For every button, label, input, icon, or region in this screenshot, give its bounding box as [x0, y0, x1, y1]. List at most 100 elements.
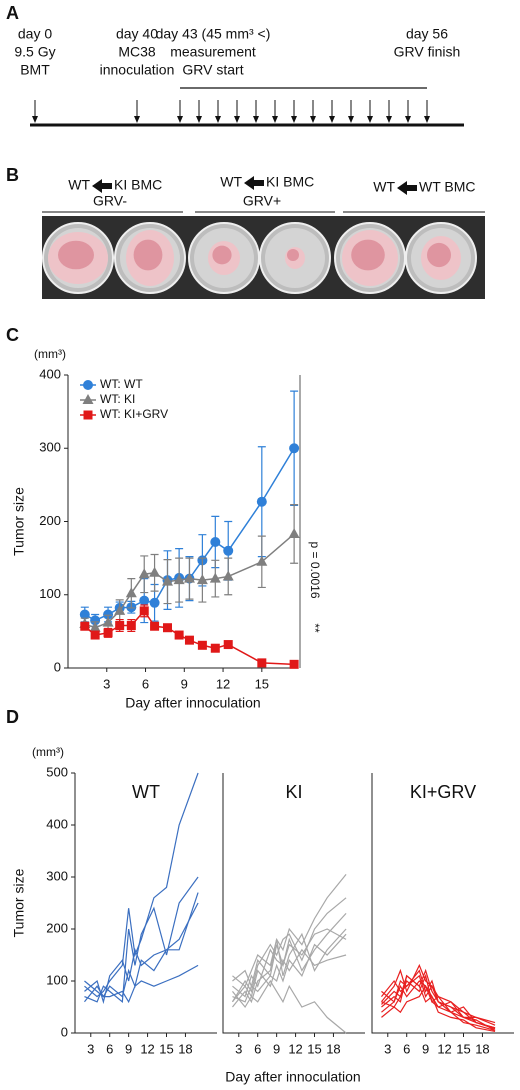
- timeline-label: BMT: [20, 62, 50, 78]
- arrow-head: [196, 116, 202, 123]
- marker: [114, 604, 126, 615]
- marker: [210, 537, 221, 548]
- marker: [256, 555, 268, 566]
- marker: [149, 566, 161, 577]
- x-tick-label: 3: [87, 1041, 94, 1056]
- marker: [115, 621, 125, 631]
- significance-stars: **: [308, 623, 322, 633]
- marker: [196, 574, 208, 585]
- arrow-head: [291, 116, 297, 123]
- y-tick-label: 100: [46, 972, 68, 987]
- tumor-core: [58, 240, 94, 270]
- marker: [83, 410, 93, 420]
- arrow-head: [386, 116, 392, 123]
- series-line: [381, 980, 496, 1029]
- axis: [371, 773, 514, 1034]
- series-line: [84, 964, 199, 1004]
- series-line: [84, 876, 199, 1003]
- x-axis-label: Day after innoculation: [125, 695, 260, 711]
- axis: [222, 773, 365, 1034]
- y-tick-label: 0: [54, 659, 61, 674]
- tumor-core: [427, 242, 451, 268]
- series-line: [381, 963, 496, 1026]
- y-axis-label: Tumor size: [11, 487, 27, 556]
- marker: [82, 394, 94, 404]
- x-tick-label: 6: [254, 1041, 261, 1056]
- x-tick-label: 3: [384, 1041, 391, 1056]
- marker: [90, 630, 100, 640]
- arrow-head: [310, 116, 316, 123]
- series-line: [232, 928, 347, 1008]
- timeline-label: day 43 (45 mm³ <): [156, 26, 271, 42]
- marker: [103, 628, 113, 638]
- x-tick-label: 15: [307, 1041, 321, 1056]
- left-arrow: [244, 176, 264, 190]
- series-line: [232, 912, 347, 989]
- y-tick-label: 400: [39, 366, 61, 381]
- chart-title: KI+GRV: [410, 782, 476, 802]
- series-line: [381, 973, 496, 1030]
- timeline-label: day 0: [18, 26, 52, 42]
- marker: [197, 640, 207, 650]
- annotation: p = 0.0016: [308, 541, 322, 598]
- marker: [138, 568, 150, 579]
- marker: [174, 630, 184, 640]
- marker: [210, 643, 220, 653]
- x-tick-label: 3: [235, 1041, 242, 1056]
- marker: [256, 496, 267, 507]
- series-line: [232, 979, 347, 1034]
- marker: [173, 574, 185, 585]
- tumor-core: [351, 239, 385, 271]
- x-tick-label: 3: [103, 676, 110, 691]
- axis: [74, 773, 217, 1034]
- chart-title: KI: [285, 782, 302, 802]
- marker: [90, 615, 101, 626]
- series-line: [232, 948, 347, 1003]
- x-tick-label: 18: [178, 1041, 192, 1056]
- marker: [162, 623, 172, 633]
- arrow-head: [424, 116, 430, 123]
- legend-label: WT: KI: [100, 392, 135, 406]
- arrow-head: [215, 116, 221, 123]
- tumor-core: [212, 245, 232, 265]
- arrow-head: [405, 116, 411, 123]
- marker: [150, 621, 160, 631]
- y-tick-label: 500: [46, 764, 68, 779]
- x-tick-label: 9: [181, 676, 188, 691]
- marker: [289, 443, 300, 454]
- marker: [89, 621, 101, 632]
- y-tick-label: 400: [46, 816, 68, 831]
- group-right: KI BMC: [266, 174, 314, 190]
- marker: [209, 572, 221, 583]
- x-tick-label: 9: [273, 1041, 280, 1056]
- series-line: [381, 968, 496, 1029]
- x-tick-label: 18: [326, 1041, 340, 1056]
- arrow-head: [253, 116, 259, 123]
- left-arrow: [92, 179, 112, 193]
- x-tick-label: 15: [159, 1041, 173, 1056]
- marker: [222, 570, 234, 581]
- panel-label: C: [6, 325, 19, 345]
- group-right: WT BMC: [419, 179, 476, 195]
- series-line: [381, 974, 496, 1031]
- marker: [257, 658, 267, 668]
- timeline-label: MC38: [118, 44, 156, 60]
- panel-label: D: [6, 707, 19, 727]
- x-tick-label: 6: [106, 1041, 113, 1056]
- x-tick-label: 9: [422, 1041, 429, 1056]
- x-tick-label: 12: [437, 1041, 451, 1056]
- tumor-core: [287, 248, 299, 262]
- group-condition: GRV+: [243, 193, 281, 209]
- x-tick-label: 12: [216, 676, 230, 691]
- group-left: WT: [220, 174, 242, 190]
- y-tick-label: 200: [46, 920, 68, 935]
- timeline-label: measurement: [170, 44, 256, 60]
- unit-label: (mm³): [32, 745, 64, 759]
- marker: [288, 527, 300, 538]
- group-condition: GRV-: [93, 193, 127, 209]
- marker: [139, 606, 149, 616]
- marker: [149, 597, 160, 608]
- marker: [183, 572, 195, 583]
- arrow-head: [329, 116, 335, 123]
